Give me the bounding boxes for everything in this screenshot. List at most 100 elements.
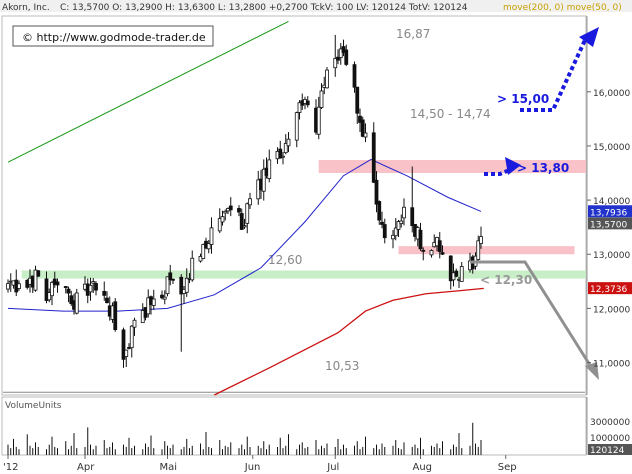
x-tick-label: Mai — [160, 462, 178, 473]
candle-body — [294, 112, 299, 141]
target-label: > 13,80 — [517, 161, 569, 175]
resistance-zone — [318, 160, 586, 174]
candle — [206, 240, 211, 254]
volume-panel — [1, 396, 588, 456]
candle — [374, 171, 379, 213]
candle-body — [132, 319, 137, 328]
candle-body — [380, 221, 384, 225]
candle-body — [6, 283, 10, 290]
candle — [294, 111, 299, 148]
candle — [36, 270, 41, 277]
candle — [160, 290, 164, 300]
candle — [380, 211, 384, 229]
candle — [209, 217, 214, 254]
candle-body — [63, 286, 68, 288]
watermark-box — [12, 25, 214, 47]
candle-body — [325, 69, 329, 89]
candle — [338, 43, 343, 65]
candle — [179, 274, 184, 352]
candle — [220, 210, 225, 226]
header-symbol: Akorn, Inc. — [2, 3, 50, 13]
candle — [261, 159, 266, 201]
candle — [223, 209, 228, 221]
candle — [410, 166, 415, 233]
candle — [336, 49, 340, 65]
candle — [94, 281, 98, 296]
candle-body — [261, 168, 266, 192]
candle-body — [393, 227, 398, 237]
candle-body — [124, 349, 129, 357]
candle-body — [165, 276, 170, 295]
candle-body — [377, 201, 382, 221]
candle-body — [228, 205, 233, 211]
x-tick-label: Jul — [326, 462, 339, 473]
candle — [129, 325, 134, 358]
candle-body — [448, 255, 453, 282]
candle-body — [239, 213, 244, 230]
candle — [341, 39, 346, 57]
volume-last-tag — [588, 444, 632, 455]
candle — [146, 289, 151, 318]
target-arrowhead-down — [585, 362, 599, 380]
candle-body — [352, 64, 357, 88]
candle — [440, 245, 445, 255]
candle — [344, 44, 349, 67]
candle-body — [371, 132, 376, 183]
volume-tick-label: 1000000 — [590, 434, 630, 444]
date-axis: '12 Apr Mai Jun Jul Aug Sep — [3, 455, 517, 473]
trendline — [7, 20, 289, 163]
target-annotation-layer: > 15,00 > 13,80 < 12,30 — [470, 27, 599, 380]
candle — [33, 265, 38, 292]
candle-body — [421, 249, 426, 252]
candle — [286, 132, 291, 153]
candle — [399, 214, 404, 228]
target-path-upper — [520, 39, 587, 112]
candle-body — [336, 56, 340, 61]
candle-body — [316, 106, 321, 135]
candle — [437, 232, 442, 259]
candle — [281, 151, 285, 165]
candle — [217, 208, 222, 234]
candle — [363, 123, 368, 143]
candle-body — [217, 218, 222, 232]
candle-body — [242, 225, 247, 228]
level-layer: 16,87 10,53 — [3, 27, 585, 393]
candle-body — [151, 298, 156, 306]
support-zone — [21, 270, 586, 279]
candle — [305, 96, 310, 108]
candle-body — [94, 283, 98, 291]
candle-body — [209, 227, 214, 245]
x-tick-label: '12 — [3, 462, 18, 473]
candle — [121, 327, 126, 368]
candle-body — [102, 290, 107, 296]
candle — [278, 140, 283, 159]
target-path-lower — [484, 166, 515, 176]
candle — [165, 276, 170, 297]
candle-body — [429, 250, 434, 256]
candle — [418, 222, 423, 251]
candle — [63, 286, 68, 294]
candle-body — [74, 292, 79, 314]
candle-body — [237, 208, 241, 213]
candle — [377, 200, 382, 225]
level-label: 16,87 — [396, 27, 430, 41]
candle — [371, 122, 376, 184]
candle-body — [47, 292, 52, 301]
target-path-down — [470, 260, 595, 371]
candle-body — [121, 329, 126, 360]
candle-body — [267, 159, 272, 179]
candle-body — [286, 138, 291, 147]
candle — [50, 280, 54, 306]
price-tag-label: 13,7936 — [590, 208, 627, 218]
candle — [248, 192, 252, 209]
candle — [17, 280, 21, 291]
watermark: © http://www.godmode-trader.de — [22, 31, 206, 44]
candle — [333, 34, 338, 77]
candle-body — [66, 288, 71, 294]
volume-title: VolumeUnits — [5, 401, 62, 411]
candle-body — [476, 240, 481, 260]
candle — [88, 277, 93, 301]
candle-body — [184, 277, 189, 293]
candle — [448, 255, 453, 290]
candle — [391, 229, 395, 249]
